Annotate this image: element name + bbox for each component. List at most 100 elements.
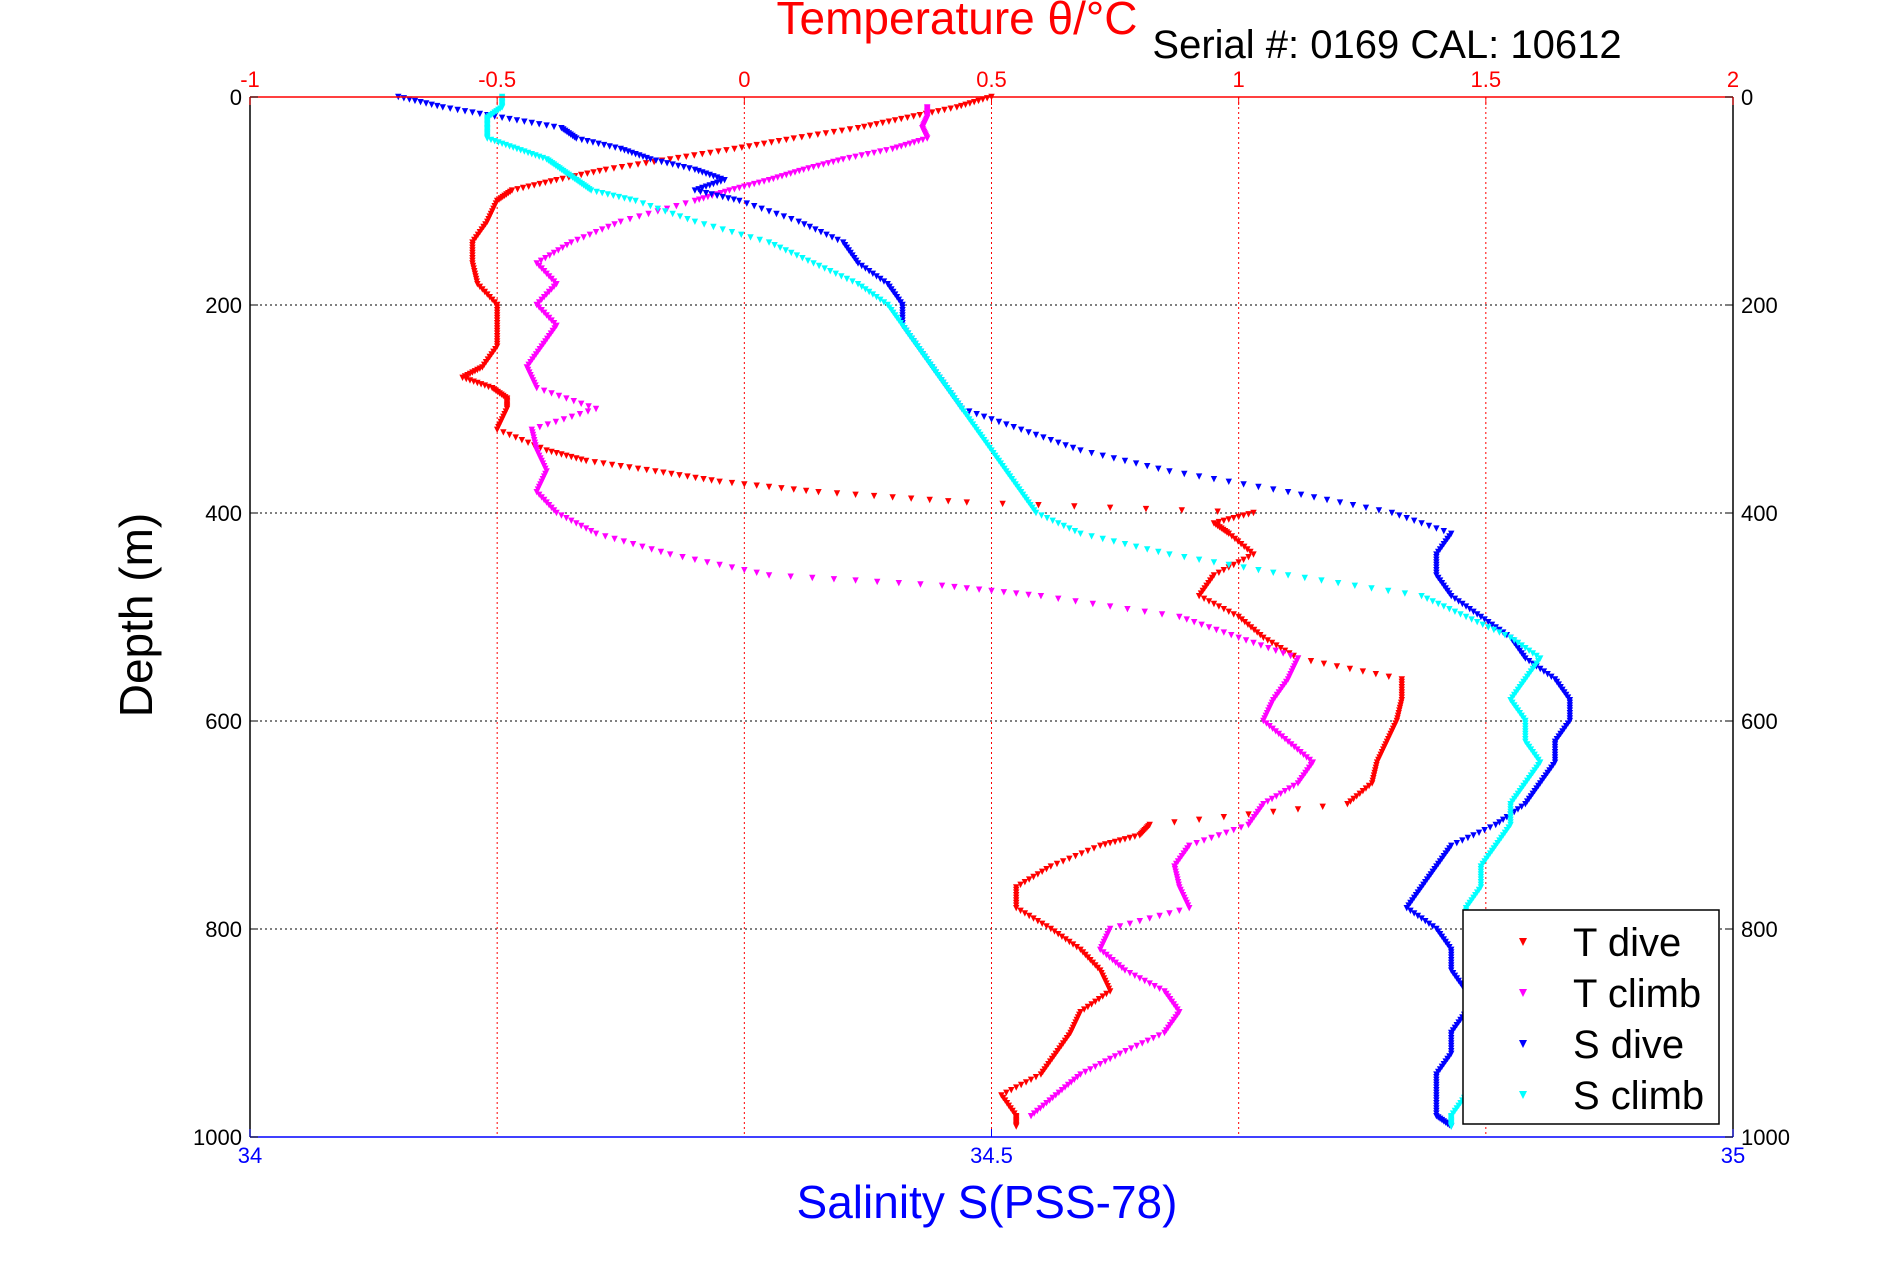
data-point-interp bbox=[731, 186, 738, 193]
data-point-interp bbox=[1176, 907, 1183, 914]
data-point-interp bbox=[849, 278, 856, 285]
data-point-interp bbox=[447, 105, 454, 112]
data-point-interp bbox=[1418, 915, 1425, 922]
data-point-interp bbox=[1468, 616, 1475, 623]
data-point bbox=[1250, 509, 1257, 517]
data-point-interp bbox=[1514, 639, 1522, 647]
data-point-interp bbox=[1473, 611, 1481, 618]
data-point-interp bbox=[1156, 912, 1163, 920]
data-point-interp bbox=[1372, 671, 1380, 678]
data-point-interp bbox=[611, 535, 618, 543]
data-point-interp bbox=[880, 278, 888, 285]
data-point bbox=[1477, 613, 1485, 621]
data-point-interp bbox=[751, 203, 758, 210]
data-point bbox=[498, 114, 506, 121]
data-point-interp bbox=[1277, 645, 1284, 652]
data-point-interp bbox=[1136, 975, 1143, 982]
data-point-interp bbox=[963, 585, 970, 592]
data-point-interp bbox=[1414, 912, 1422, 920]
data-point-interp bbox=[716, 561, 723, 569]
data-point-interp bbox=[1453, 840, 1460, 847]
data-point-interp bbox=[743, 200, 751, 207]
data-point bbox=[691, 187, 699, 194]
data-point-interp bbox=[1106, 954, 1113, 961]
data-point-interp bbox=[793, 252, 801, 259]
data-point-interp bbox=[1062, 442, 1069, 449]
data-point-interp bbox=[1307, 658, 1315, 665]
data-point-interp bbox=[1084, 1003, 1092, 1011]
data-point-interp bbox=[1485, 624, 1492, 631]
data-point-interp bbox=[1440, 528, 1448, 535]
data-point-interp bbox=[1131, 833, 1139, 840]
data-point-interp bbox=[563, 515, 570, 522]
data-point-interp bbox=[1268, 795, 1276, 803]
data-point-interp bbox=[1537, 665, 1544, 673]
data-point-interp bbox=[1533, 652, 1540, 660]
data-point bbox=[1166, 551, 1173, 558]
data-point-interp bbox=[1244, 546, 1251, 553]
data-point-interp bbox=[1297, 749, 1304, 756]
chart-subtitle: Serial #: 0169 CAL: 10612 bbox=[1152, 23, 1621, 67]
data-point-interp bbox=[1084, 847, 1092, 855]
data-point bbox=[795, 218, 802, 225]
data-point-interp bbox=[1290, 782, 1297, 790]
data-point bbox=[553, 509, 560, 517]
legend: T dive T climb S dive S climb bbox=[1462, 909, 1720, 1125]
y-tick-label-right: 1000 bbox=[1741, 1125, 1790, 1150]
data-point-interp bbox=[873, 121, 880, 128]
data-point-interp bbox=[980, 413, 988, 420]
data-point-interp bbox=[578, 522, 585, 530]
data-point-interp bbox=[647, 203, 654, 210]
data-point-interp bbox=[1435, 600, 1442, 608]
data-point bbox=[652, 468, 659, 475]
data-point bbox=[1052, 1092, 1059, 1099]
data-point-interp bbox=[1455, 598, 1462, 605]
data-point-interp bbox=[1479, 621, 1486, 628]
data-point-interp bbox=[1049, 517, 1056, 524]
data-point bbox=[1017, 426, 1025, 433]
data-point-interp bbox=[1425, 522, 1433, 530]
legend-item: T climb bbox=[1519, 972, 1701, 1016]
data-point-interp bbox=[1511, 637, 1518, 644]
data-point-interp bbox=[834, 236, 841, 244]
data-point bbox=[765, 572, 773, 579]
data-point-interp bbox=[852, 491, 859, 498]
data-point-interp bbox=[1061, 1084, 1069, 1091]
data-point-interp bbox=[1055, 595, 1062, 602]
data-point-interp bbox=[606, 143, 613, 150]
data-point-interp bbox=[675, 162, 682, 170]
data-point-interp bbox=[610, 192, 617, 199]
data-point-interp bbox=[862, 265, 869, 272]
data-point-interp bbox=[1156, 985, 1163, 992]
data-point-interp bbox=[1183, 616, 1190, 623]
data-point bbox=[666, 156, 674, 163]
data-point bbox=[632, 197, 639, 205]
data-point-interp bbox=[1116, 923, 1124, 930]
data-point bbox=[815, 489, 822, 496]
data-point-interp bbox=[1106, 1055, 1114, 1063]
data-point-interp bbox=[605, 223, 612, 231]
data-point-interp bbox=[1088, 1001, 1095, 1008]
data-point-interp bbox=[708, 191, 715, 198]
data-point-interp bbox=[1518, 803, 1525, 810]
data-point-interp bbox=[1181, 554, 1188, 561]
data-point-interp bbox=[608, 461, 616, 469]
data-point-interp bbox=[873, 273, 880, 280]
data-point bbox=[854, 125, 862, 132]
data-point bbox=[592, 530, 600, 537]
data-point bbox=[691, 218, 699, 225]
data-point-interp bbox=[1234, 538, 1242, 545]
data-point-interp bbox=[1466, 606, 1473, 613]
data-point-interp bbox=[928, 109, 936, 116]
data-point-interp bbox=[1110, 455, 1118, 462]
data-point-interp bbox=[1071, 1076, 1078, 1083]
data-point-interp bbox=[1407, 907, 1414, 914]
data-point-interp bbox=[558, 451, 565, 458]
data-point-interp bbox=[1030, 873, 1037, 881]
data-point-interp bbox=[1078, 850, 1085, 857]
data-point-interp bbox=[877, 296, 884, 303]
data-point-interp bbox=[563, 452, 570, 459]
data-point-interp bbox=[753, 141, 760, 149]
data-point-interp bbox=[1038, 512, 1045, 519]
